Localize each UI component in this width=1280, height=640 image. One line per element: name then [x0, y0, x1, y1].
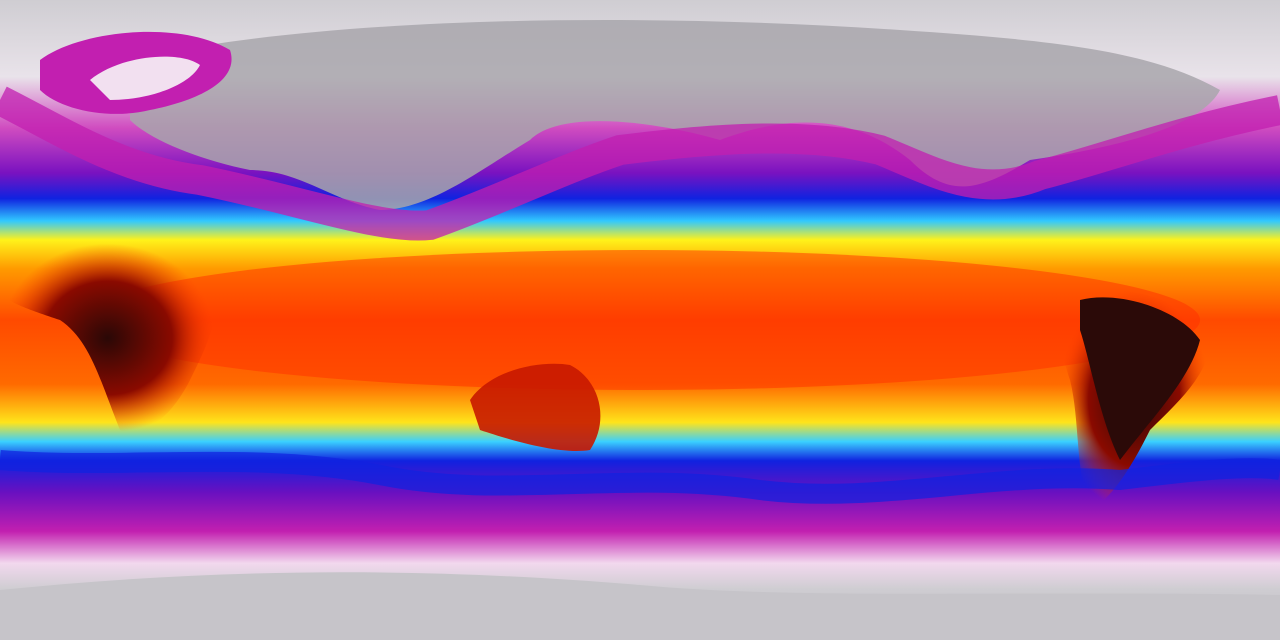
antarctica — [0, 572, 1280, 640]
tropical-red-core — [80, 250, 1200, 390]
australia — [470, 363, 601, 451]
africa — [0, 243, 216, 433]
south-america-core — [1080, 297, 1200, 460]
greenland-ice — [90, 56, 200, 100]
southern-blue-band — [0, 450, 1280, 504]
northern-magenta-band — [0, 86, 1280, 241]
